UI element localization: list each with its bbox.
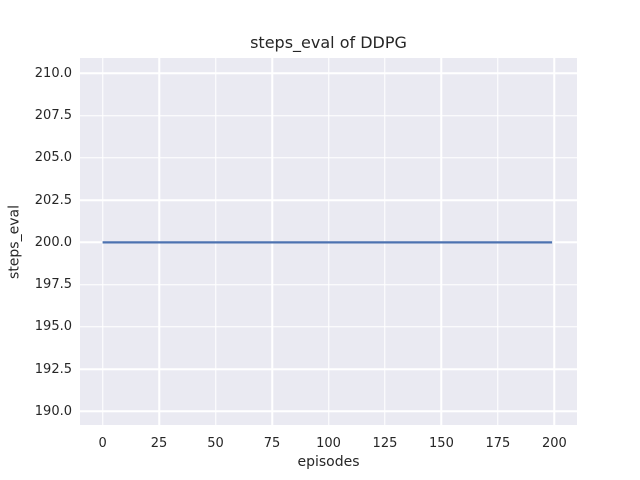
y-tick-label: 207.5 <box>34 108 72 123</box>
x-tick-label: 100 <box>316 436 341 451</box>
x-tick-label: 200 <box>541 436 567 451</box>
y-tick-label: 205.0 <box>34 150 72 166</box>
gridline-horizontal <box>80 114 577 117</box>
y-axis-label: steps_eval <box>6 205 23 279</box>
y-tick-label: 195.0 <box>34 319 72 335</box>
gridline-horizontal <box>80 410 577 413</box>
x-tick-label: 75 <box>263 436 281 451</box>
x-tick-label: 0 <box>98 436 107 451</box>
y-tick-label: 197.5 <box>34 277 72 293</box>
gridline-vertical <box>101 58 104 425</box>
gridline-horizontal <box>80 326 577 328</box>
x-tick-label: 25 <box>150 436 168 451</box>
x-tick-label: 50 <box>207 436 224 451</box>
y-tick-label: 192.5 <box>34 361 72 377</box>
y-tick-label: 200.0 <box>34 234 72 250</box>
x-tick-label: 175 <box>485 436 511 451</box>
series-layer <box>102 241 553 244</box>
y-tick-label: 202.5 <box>34 192 72 208</box>
gridline-vertical <box>553 58 556 425</box>
gridline-horizontal <box>80 199 577 201</box>
x-tick-label: 125 <box>372 436 398 451</box>
y-tick-label: 190.0 <box>34 403 72 419</box>
y-tick-label: 210.0 <box>34 65 72 81</box>
plot-area <box>80 58 577 425</box>
gridline-horizontal <box>80 72 577 74</box>
gridline-horizontal <box>80 157 577 159</box>
chart-title: steps_eval of DDPG <box>250 33 407 52</box>
x-axis-label: episodes <box>297 454 360 470</box>
gridline-horizontal <box>80 368 577 370</box>
x-tick-label: 150 <box>429 436 454 451</box>
gridline-horizontal <box>80 283 577 286</box>
